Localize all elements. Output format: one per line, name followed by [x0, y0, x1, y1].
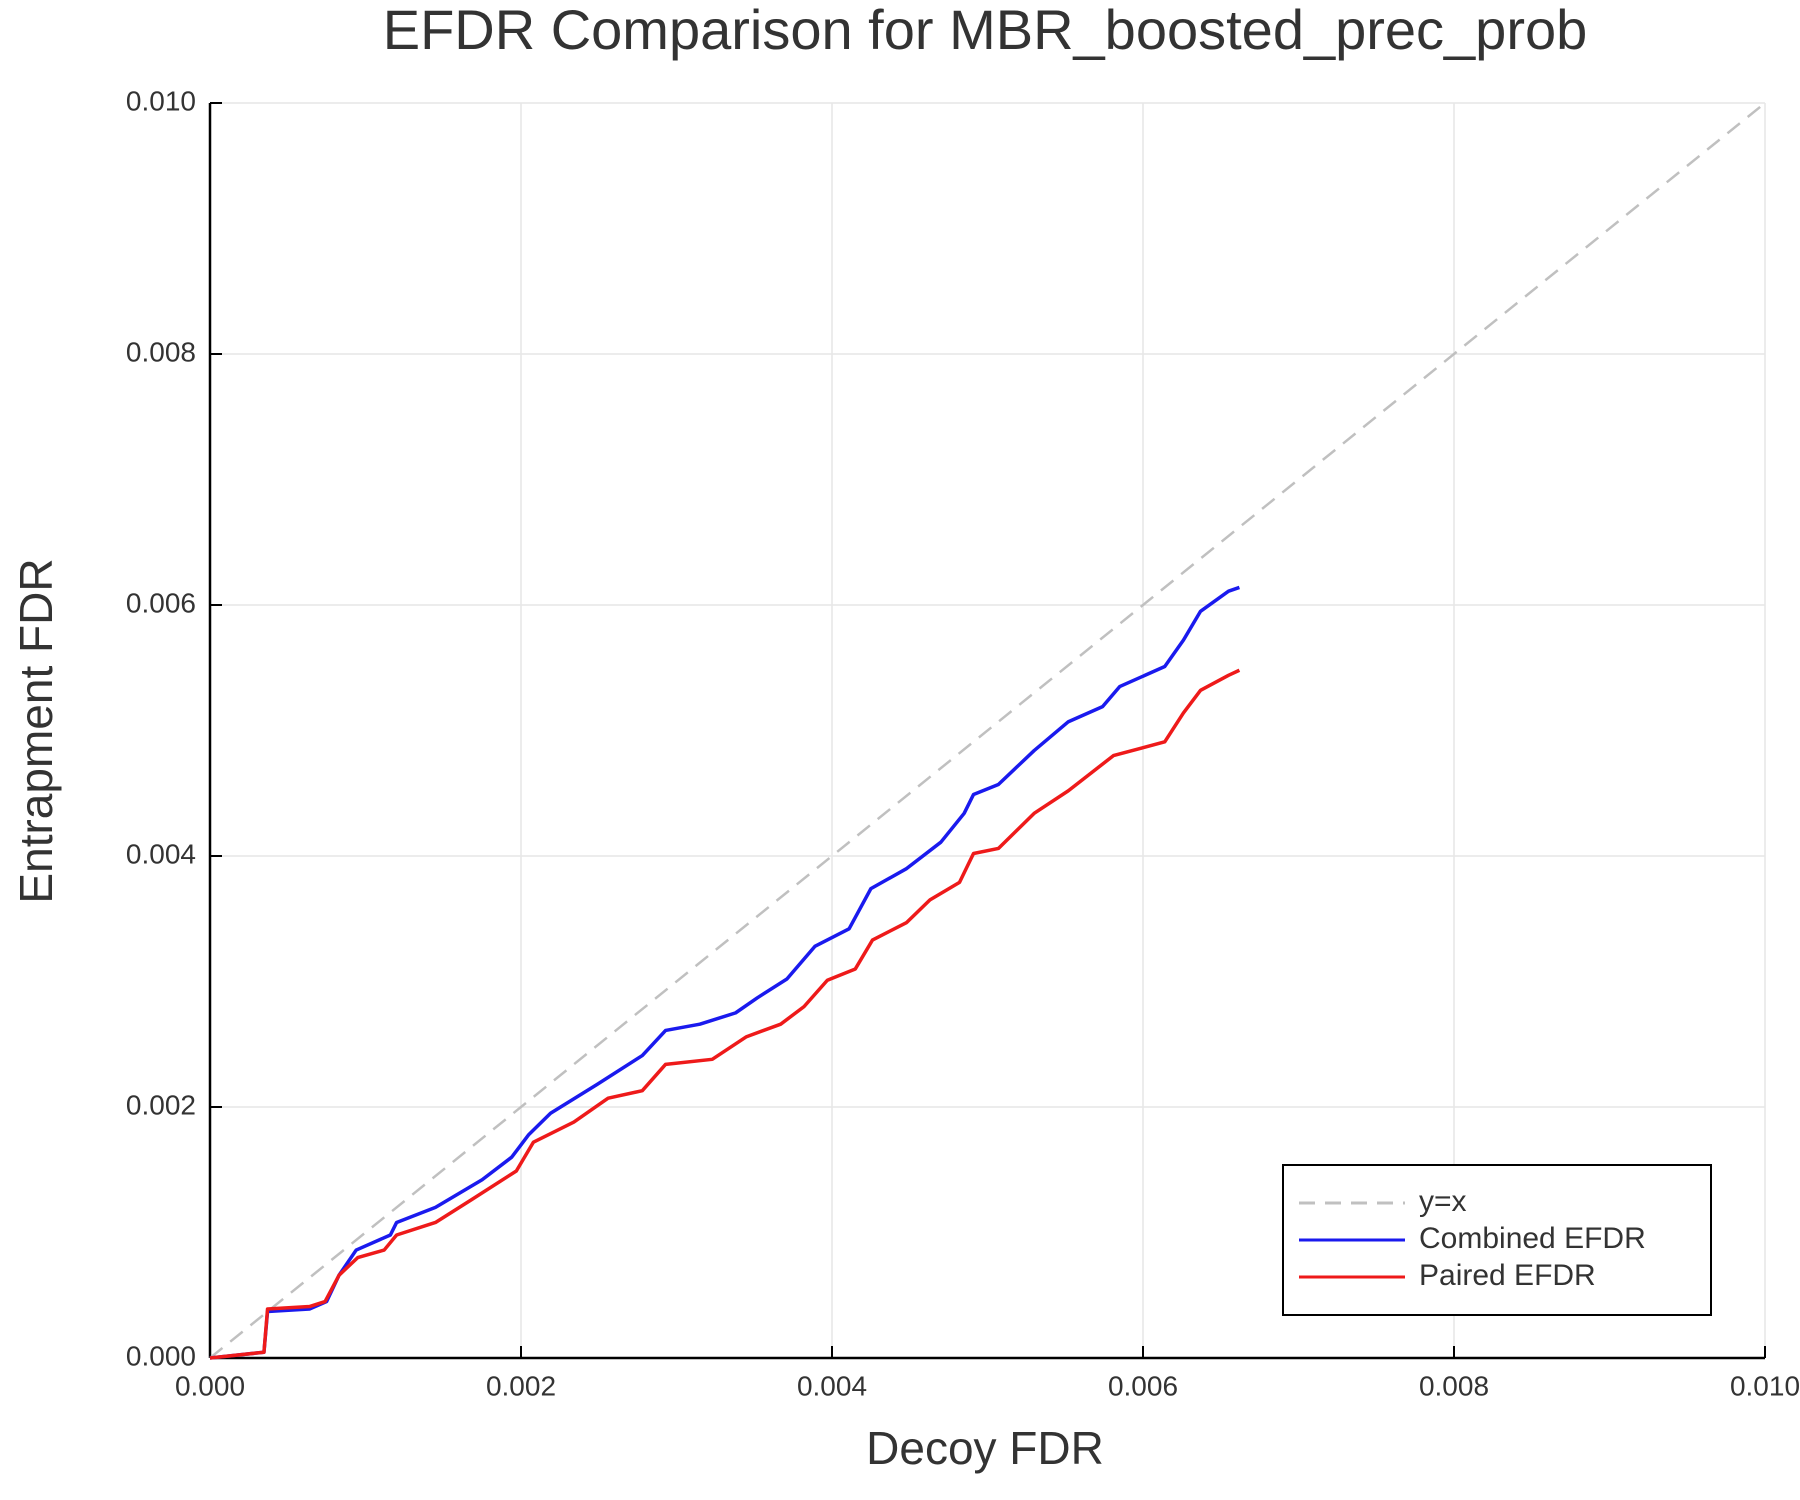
series-line	[209, 585, 1240, 1360]
x-tick-label: 0.010	[1730, 1370, 1800, 1401]
y-tick-label: 0.004	[126, 838, 196, 869]
y-tick-label: 0.010	[126, 85, 196, 116]
series-line	[209, 668, 1241, 1360]
legend-label: Combined EFDR	[1419, 1222, 1646, 1255]
x-tick-label: 0.008	[1419, 1370, 1489, 1401]
x-tick-label: 0.004	[797, 1370, 867, 1401]
legend-label: Paired EFDR	[1419, 1259, 1596, 1292]
x-tick-label: 0.000	[175, 1370, 245, 1401]
legend-label: y=x	[1419, 1185, 1467, 1218]
chart-title: EFDR Comparison for MBR_boosted_prec_pro…	[383, 0, 1588, 61]
x-axis-label: Decoy FDR	[866, 1422, 1104, 1474]
x-tick-label: 0.002	[486, 1370, 556, 1401]
x-tick-label: 0.006	[1108, 1370, 1178, 1401]
y-axis-label: Entrapment FDR	[10, 558, 62, 903]
y-tick-label: 0.002	[126, 1089, 196, 1120]
y-tick-label: 0.000	[126, 1340, 196, 1371]
y-tick-label: 0.008	[126, 336, 196, 367]
y-tick-label: 0.006	[126, 587, 196, 618]
series-line	[209, 102, 1766, 1359]
